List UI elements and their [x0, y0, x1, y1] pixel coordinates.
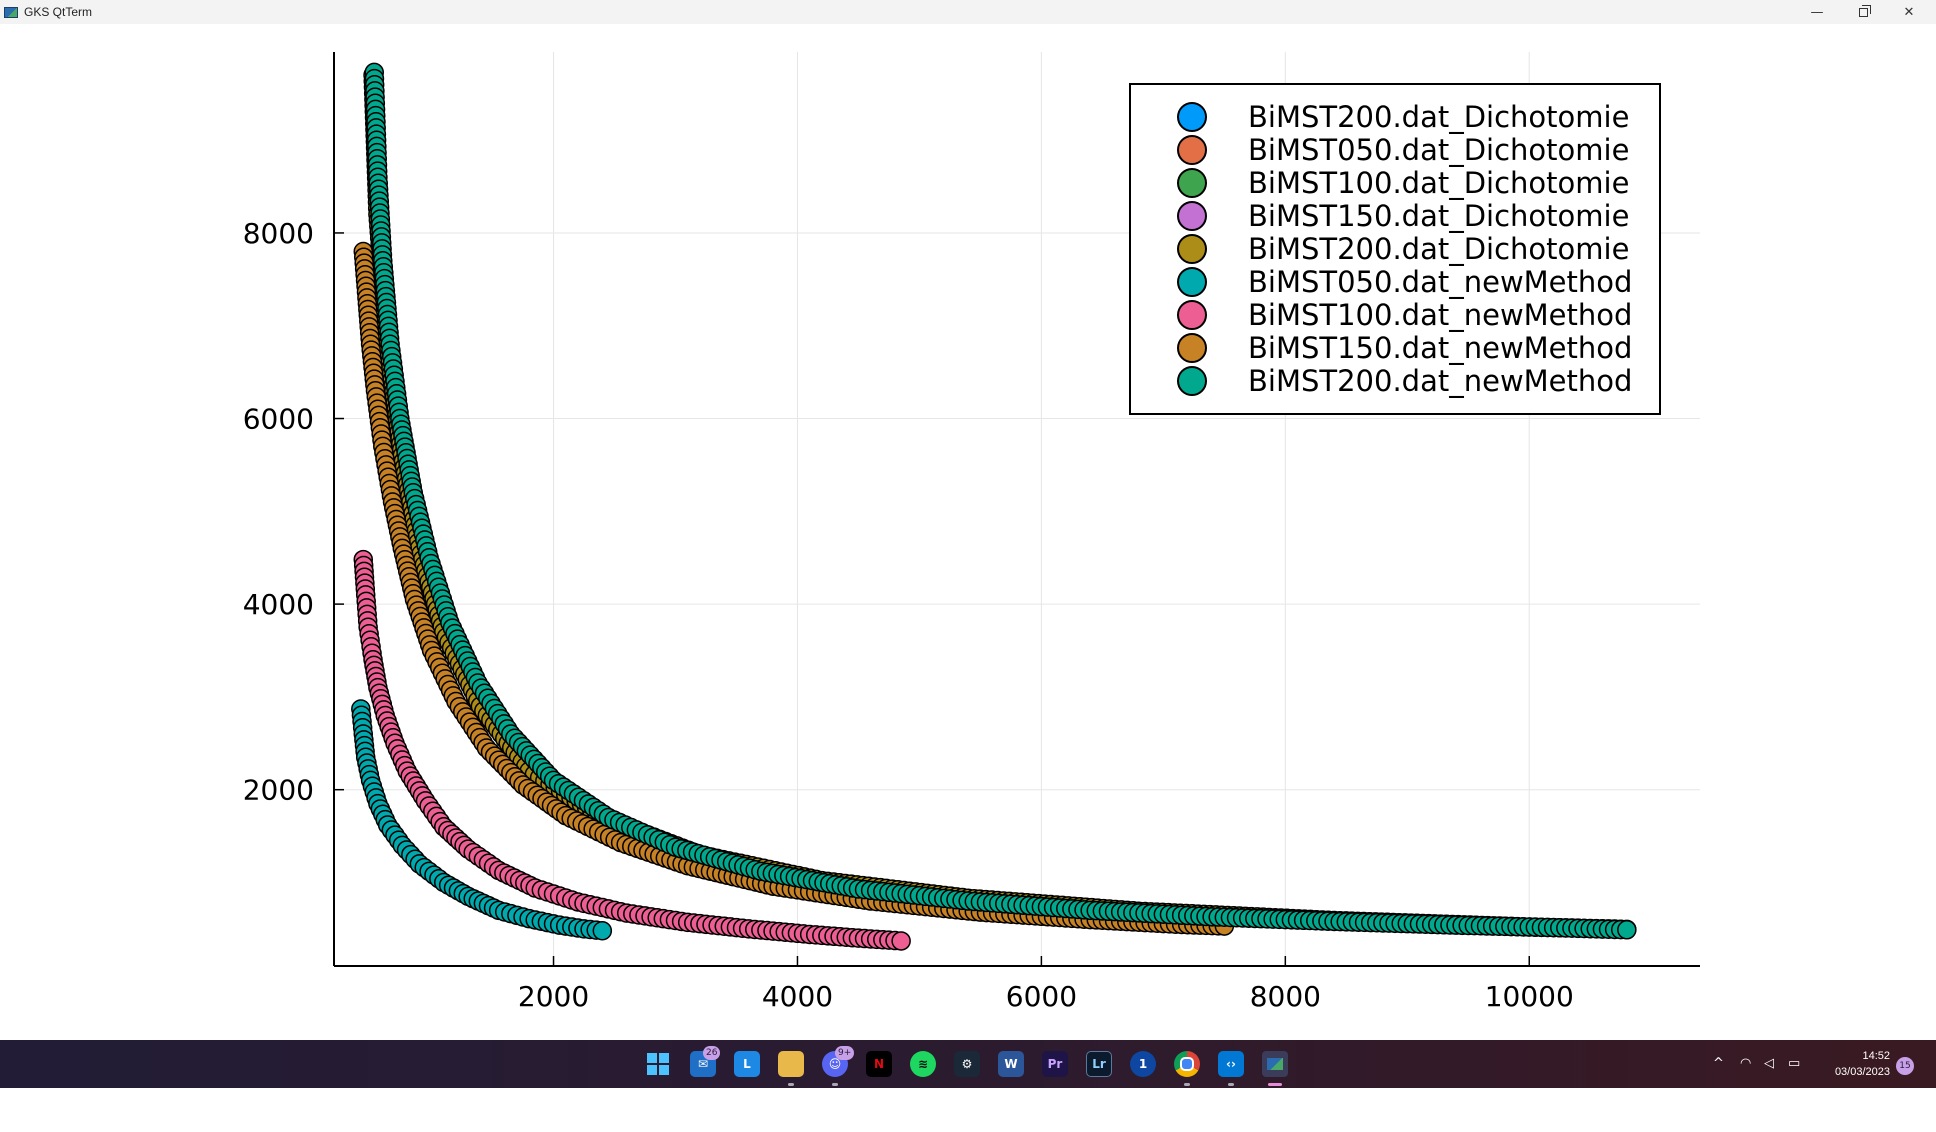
data-point	[891, 931, 911, 951]
x-tick-label: 4000	[762, 980, 833, 1013]
netflix-button[interactable]: N	[866, 1051, 892, 1077]
discord-icon: ☺	[828, 1057, 842, 1071]
legend-label: BiMST100.dat_newMethod	[1248, 298, 1632, 332]
premiere-button[interactable]: Pr	[1042, 1051, 1068, 1077]
gks-app-icon	[4, 6, 18, 18]
launcher-app-button[interactable]: L	[734, 1051, 760, 1077]
premiere-icon: Pr	[1047, 1057, 1063, 1071]
gks-qtterm-taskbar-button[interactable]	[1262, 1051, 1288, 1077]
legend-marker	[1177, 102, 1207, 132]
windows-icon	[647, 1053, 669, 1075]
legend-marker	[1177, 168, 1207, 198]
tray-chevron-icon[interactable]: ^	[1713, 1056, 1724, 1071]
window-title: GKS QtTerm	[24, 5, 93, 19]
running-indicator	[832, 1083, 838, 1086]
running-indicator	[1228, 1083, 1234, 1086]
running-indicator	[1184, 1083, 1190, 1086]
minimize-icon: —	[1810, 4, 1824, 20]
discord-badge: 9+	[835, 1046, 855, 1060]
notification-badge[interactable]: 15	[1896, 1057, 1914, 1075]
word-icon: W	[1004, 1057, 1018, 1071]
x-tick-label: 10000	[1485, 980, 1574, 1013]
y-tick-label: 8000	[243, 217, 314, 250]
data-point	[592, 920, 613, 941]
title-bar[interactable]: GKS QtTerm	[0, 0, 1936, 24]
chrome-button[interactable]	[1174, 1051, 1200, 1077]
legend-label: BiMST150.dat_Dichotomie	[1248, 199, 1629, 233]
active-indicator	[1268, 1083, 1282, 1086]
legend-box	[1129, 83, 1661, 415]
legend-marker	[1177, 201, 1207, 231]
spotify-icon: ≋	[917, 1057, 929, 1071]
clock-time[interactable]: 14:52	[1862, 1050, 1890, 1062]
spotify-button[interactable]: ≋	[910, 1051, 936, 1077]
legend-marker	[1177, 300, 1207, 330]
taskbar: ✉ 26 L ☺ 9+ N ≋ ⚙ W Pr Lr 1 ‹› ^ ◠ ◁	[0, 1040, 1936, 1088]
running-indicator	[788, 1083, 794, 1086]
x-tick-label: 6000	[1006, 980, 1077, 1013]
steam-icon: ⚙	[961, 1057, 973, 1071]
points-layer	[351, 62, 1637, 951]
password-manager-button[interactable]: 1	[1130, 1051, 1156, 1077]
x-tick-label: 8000	[1250, 980, 1321, 1013]
scatter-plot: 2000 4000 6000 8000 10000 2000 4000 6000 8000 Bi…	[243, 52, 1700, 1013]
legend-label: BiMST050.dat_Dichotomie	[1248, 133, 1629, 167]
legend-marker	[1177, 333, 1207, 363]
y-tick-label: 4000	[243, 588, 314, 621]
series-5-markers	[351, 699, 613, 941]
volume-icon[interactable]: ◁	[1764, 1056, 1774, 1071]
x-tick-label: 2000	[518, 980, 589, 1013]
gks-app-icon	[1267, 1058, 1283, 1070]
clock-date[interactable]: 03/03/2023	[1834, 1066, 1890, 1078]
wifi-icon[interactable]: ◠	[1740, 1056, 1752, 1071]
onepassword-icon: 1	[1138, 1057, 1148, 1071]
battery-icon[interactable]: ▭	[1788, 1056, 1801, 1071]
legend-marker	[1177, 234, 1207, 264]
netflix-icon: N	[873, 1057, 885, 1071]
y-tick-label: 2000	[243, 774, 314, 807]
minimize-button[interactable]: —	[1794, 0, 1840, 24]
axes-layer: 2000 4000 6000 8000 10000 2000 4000 6000 8000	[243, 52, 1700, 1013]
legend-label: BiMST100.dat_Dichotomie	[1248, 166, 1629, 200]
data-point	[1617, 920, 1637, 940]
legend-marker	[1177, 267, 1207, 297]
legend-label: BiMST200.dat_newMethod	[1248, 364, 1632, 398]
file-explorer-button[interactable]	[778, 1051, 804, 1077]
legend-label: BiMST150.dat_newMethod	[1248, 331, 1632, 365]
legend-label: BiMST200.dat_Dichotomie	[1248, 232, 1629, 266]
chrome-icon	[1180, 1057, 1194, 1071]
legend-marker	[1177, 135, 1207, 165]
mail-icon: ✉	[697, 1057, 709, 1071]
series-8-markers	[364, 62, 1637, 940]
close-icon: ✕	[1903, 4, 1915, 20]
legend-label: BiMST200.dat_Dichotomie	[1248, 100, 1629, 134]
lightroom-button[interactable]: Lr	[1086, 1051, 1112, 1077]
y-tick-label: 6000	[243, 403, 314, 436]
l-app-icon: L	[743, 1057, 751, 1071]
mail-badge: 26	[703, 1046, 721, 1060]
series-7-markers	[353, 241, 1235, 936]
blank-area	[0, 1088, 1936, 1132]
word-button[interactable]: W	[998, 1051, 1024, 1077]
lightroom-icon: Lr	[1092, 1057, 1106, 1071]
legend-marker	[1177, 366, 1207, 396]
start-button[interactable]	[645, 1051, 671, 1077]
restore-button[interactable]	[1840, 0, 1886, 24]
restore-icon	[1858, 4, 1871, 17]
vscode-button[interactable]: ‹›	[1218, 1051, 1244, 1077]
series-6-markers	[353, 549, 911, 951]
close-button[interactable]: ✕	[1886, 0, 1932, 24]
legend-label: BiMST050.dat_newMethod	[1248, 265, 1632, 299]
steam-button[interactable]: ⚙	[954, 1051, 980, 1077]
vscode-icon: ‹›	[1226, 1057, 1236, 1071]
legend: BiMST200.dat_DichotomieBiMST050.dat_Dich…	[1129, 83, 1661, 415]
